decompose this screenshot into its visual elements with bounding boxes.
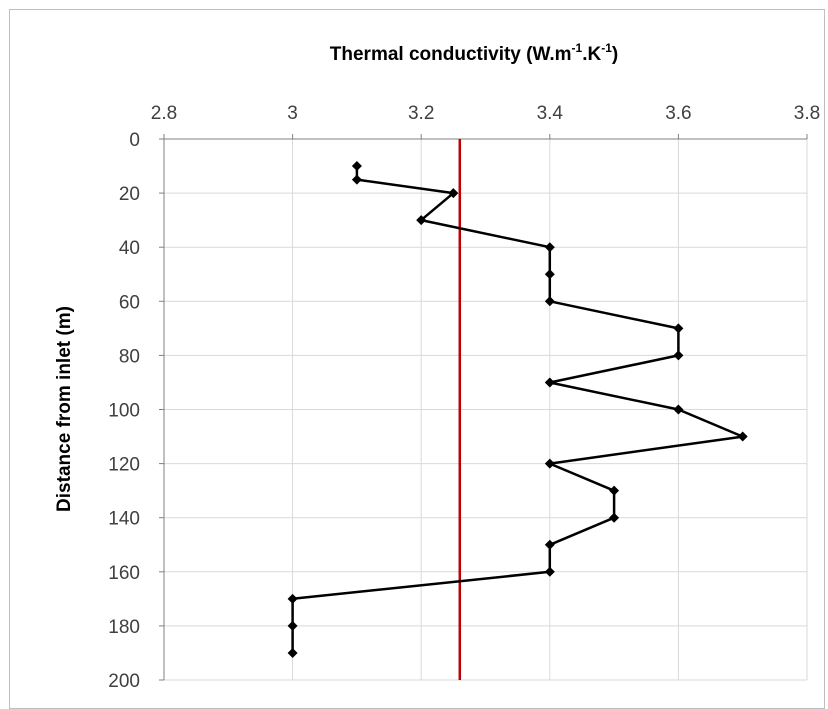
y-tick-label: 40: [119, 238, 140, 259]
data-point-marker: [673, 323, 684, 334]
data-point-marker: [544, 377, 555, 388]
y-tick-label: 0: [129, 130, 140, 151]
data-point-marker: [544, 296, 555, 307]
y-tick-label: 160: [108, 563, 140, 584]
data-point-marker: [673, 404, 684, 415]
y-tick-label: 100: [108, 401, 140, 422]
y-tick-label: 60: [119, 292, 140, 313]
chart-frame: 2.8 3 3.2 3.4 3.6 3.8 0 20 40 60 80 100 120 140 160 180…: [9, 9, 825, 709]
y-tick-label: 200: [108, 671, 140, 692]
y-tick-label: 20: [119, 184, 140, 205]
y-tick-label: 120: [108, 455, 140, 476]
x-tick-label: 3.8: [794, 103, 820, 124]
data-point-marker: [544, 458, 555, 469]
data-point-marker: [287, 593, 298, 604]
data-point-marker: [544, 566, 555, 577]
y-tick-label: 180: [108, 617, 140, 638]
data-point-marker: [609, 512, 620, 523]
y-tick-label: 80: [119, 346, 140, 367]
data-point-marker: [287, 647, 298, 658]
data-point-marker: [448, 188, 459, 199]
x-tick-label: 3: [287, 103, 298, 124]
data-point-marker: [544, 539, 555, 550]
data-point-marker: [544, 242, 555, 253]
x-tick-label: 2.8: [151, 103, 177, 124]
x-tick-label: 3.4: [537, 103, 564, 124]
x-tick-label: 3.2: [408, 103, 434, 124]
tick-labels: 2.8 3 3.2 3.4 3.6 3.8 0 20 40 60 80 100 120 140 160 180…: [108, 103, 820, 692]
data-point-marker: [609, 485, 620, 496]
axes: [159, 134, 808, 681]
data-point-marker: [544, 269, 555, 280]
series-layer: [287, 161, 748, 658]
data-point-marker: [737, 431, 748, 442]
data-point-marker: [351, 161, 362, 172]
x-axis-title: Thermal conductivity (W.m-1.K-1): [330, 41, 618, 65]
x-tick-label: 3.6: [665, 103, 691, 124]
y-tick-label: 140: [108, 509, 140, 530]
data-point-marker: [416, 215, 427, 226]
data-point-marker: [287, 620, 298, 631]
data-point-marker: [673, 350, 684, 361]
grid: [164, 139, 808, 681]
y-axis-title: Distance from inlet (m): [54, 306, 75, 512]
data-point-marker: [351, 174, 362, 185]
chart: 2.8 3 3.2 3.4 3.6 3.8 0 20 40 60 80 100 120 140 160 180…: [54, 41, 820, 692]
